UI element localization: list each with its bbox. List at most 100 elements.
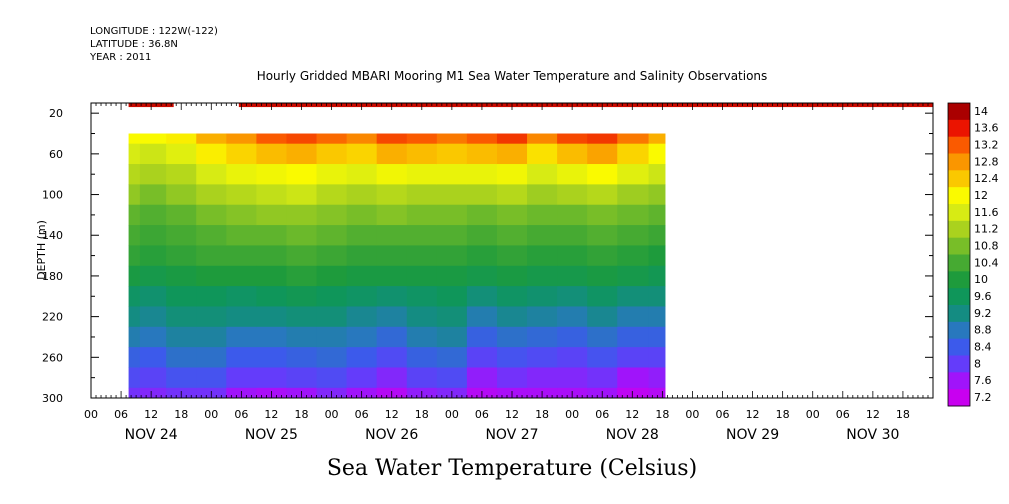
heatmap-cell: [316, 347, 348, 369]
colorbar-swatch: [948, 355, 970, 373]
heatmap-cell: [617, 387, 650, 398]
y-tick-label: 20: [49, 107, 63, 120]
colorbar-swatch: [948, 254, 970, 272]
x-hour-label: 18: [776, 408, 790, 421]
heatmap-cell: [496, 367, 528, 389]
heatmap-cell: [587, 204, 618, 226]
heatmap-cell: [527, 286, 558, 308]
heatmap-cell: [256, 143, 288, 165]
heatmap-cell: [527, 184, 558, 206]
heatmap-cell: [648, 133, 666, 145]
heatmap-cell: [436, 286, 468, 308]
colorbar-label: 7.2: [974, 391, 992, 404]
heatmap-cell: [316, 245, 348, 267]
heatmap-cell: [557, 367, 588, 389]
heatmap-cell: [286, 265, 318, 287]
colorbar-label: 8.4: [974, 340, 992, 353]
heatmap-cell: [286, 204, 318, 226]
heatmap-cell: [557, 204, 588, 226]
heatmap-cell: [286, 225, 318, 247]
heatmap-cell: [196, 347, 227, 369]
heatmap-cell: [139, 306, 167, 328]
x-hour-label: 00: [685, 408, 699, 421]
heatmap-cell: [376, 286, 408, 308]
heatmap-cell: [196, 225, 227, 247]
heatmap-cell: [346, 143, 378, 165]
heatmap-cell: [256, 225, 288, 247]
heatmap-cell: [196, 326, 227, 348]
heatmap-cell: [226, 143, 257, 165]
heatmap-cell: [466, 326, 498, 348]
x-hour-label: 18: [295, 408, 309, 421]
heatmap-cell: [436, 133, 468, 145]
heatmap-cell: [346, 326, 378, 348]
y-tick-label: 100: [42, 189, 63, 202]
x-hour-label: 18: [655, 408, 669, 421]
heatmap-cell: [166, 347, 197, 369]
heatmap-cell: [286, 306, 318, 328]
colorbar-label: 12.8: [974, 155, 999, 168]
heatmap-cell: [256, 347, 288, 369]
colorbar-swatch: [948, 119, 970, 138]
heatmap-cell: [376, 164, 408, 185]
heatmap-cell: [527, 133, 558, 145]
colorbar-swatch: [948, 321, 970, 340]
x-hour-label: 00: [84, 408, 98, 421]
x-day-label: NOV 25: [245, 427, 298, 443]
heatmap-cell: [128, 225, 141, 247]
heatmap-cell: [466, 306, 498, 328]
heatmap-cell: [196, 306, 227, 328]
colorbar-swatch: [948, 204, 970, 222]
x-hour-label: 00: [445, 408, 459, 421]
heatmap-cell: [286, 367, 318, 389]
heatmap-cell: [316, 133, 348, 145]
colorbar-swatch: [948, 187, 970, 205]
heatmap-cell: [166, 367, 197, 389]
heatmap-cell: [286, 143, 318, 165]
heatmap-cell: [617, 306, 650, 328]
heatmap-cell: [128, 306, 141, 328]
heatmap-cell: [226, 367, 257, 389]
heatmap-cell: [139, 143, 167, 165]
latitude-label: LATITUDE : 36.8N: [90, 39, 178, 50]
heatmap-cell: [496, 164, 528, 185]
heatmap-cell: [648, 245, 666, 267]
x-hour-label: 06: [595, 408, 609, 421]
colorbar-label: 13.2: [974, 138, 999, 151]
chart-title: Hourly Gridded MBARI Mooring M1 Sea Wate…: [257, 69, 768, 83]
heatmap-cell: [617, 204, 650, 226]
colorbar-label: 11.2: [974, 223, 999, 236]
heatmap-cell: [128, 143, 141, 165]
colorbar-swatch: [948, 271, 970, 289]
x-hour-label: 12: [746, 408, 760, 421]
y-tick-label: 60: [49, 148, 63, 161]
heatmap-cell: [128, 184, 141, 206]
heatmap-cell: [466, 245, 498, 267]
colorbar-label: 13.6: [974, 122, 999, 135]
heatmap-cell: [128, 367, 141, 389]
x-hour-label: 00: [806, 408, 820, 421]
x-hour-label: 06: [114, 408, 128, 421]
heatmap-cell: [376, 265, 408, 287]
bottom-title: Sea Water Temperature (Celsius): [327, 456, 697, 481]
heatmap-cell: [466, 204, 498, 226]
x-day-label: NOV 29: [726, 427, 779, 443]
heatmap-cell: [376, 184, 408, 206]
heatmap-cell: [226, 184, 257, 206]
colorbar-swatch: [948, 338, 970, 356]
heatmap-cell: [466, 367, 498, 389]
heatmap-cell: [166, 184, 197, 206]
heatmap-cell: [166, 286, 197, 308]
heatmap-cell: [527, 306, 558, 328]
heatmap-cell: [648, 326, 666, 348]
heatmap-cell: [436, 347, 468, 369]
axes: 20 60 100 140 180 220 260 300 00 06 12 18 00 06 12 18 00…: [42, 103, 934, 443]
x-hour-label: 12: [385, 408, 399, 421]
heatmap-cell: [196, 286, 227, 308]
colorbar-label: 10.8: [974, 239, 999, 252]
heatmap-cell: [166, 133, 197, 145]
heatmap-cell: [406, 164, 438, 185]
heatmap-cell: [406, 265, 438, 287]
heatmap-cell: [406, 245, 438, 267]
